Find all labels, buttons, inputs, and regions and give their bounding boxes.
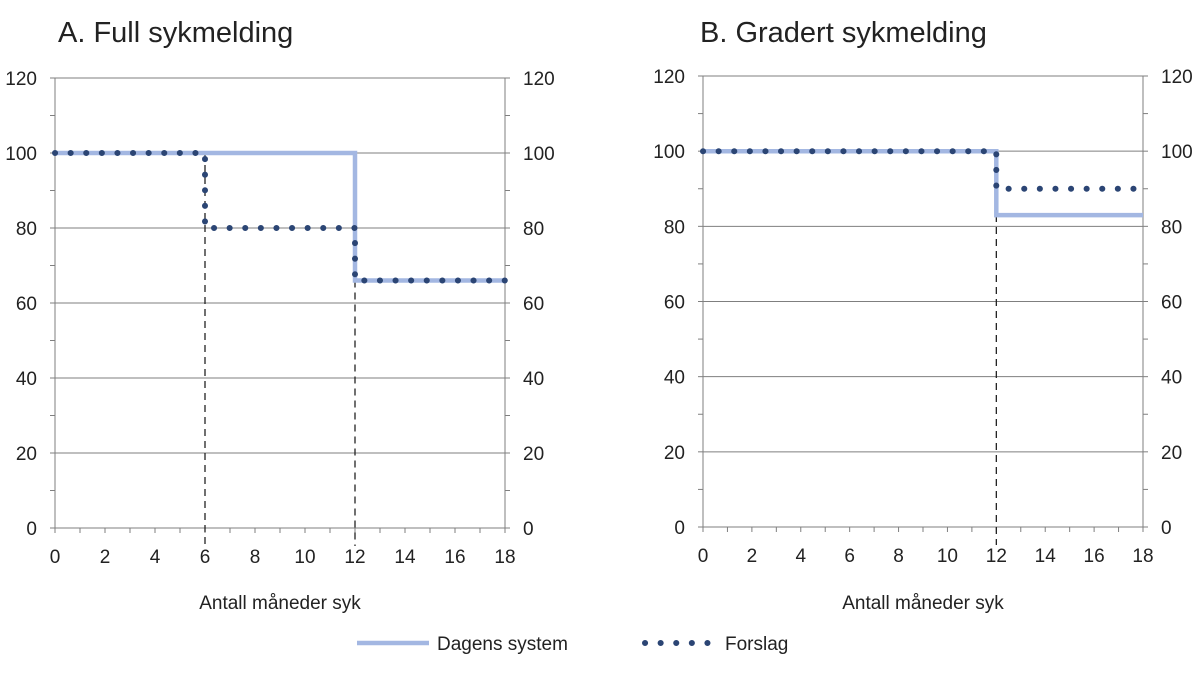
- y-tick-label-left-b-6: 120: [653, 67, 685, 88]
- y-tick-label-right-a-1: 20: [523, 444, 544, 465]
- y-tick-label-right-a-3: 60: [523, 294, 544, 315]
- y-tick-label-right-a-5: 100: [523, 144, 555, 165]
- x-tick-label-a-3: 6: [200, 547, 211, 568]
- y-tick-label-left-a-5: 100: [5, 144, 37, 165]
- chart-title-b: B. Gradert sykmelding: [700, 17, 987, 49]
- x-tick-label-a-2: 4: [150, 547, 161, 568]
- x-tick-label-b-0: 0: [698, 546, 709, 567]
- chart-title-a: A. Full sykmelding: [58, 17, 293, 49]
- x-axis-label-a: Antall måneder syk: [199, 593, 361, 614]
- x-tick-label-b-3: 6: [844, 546, 855, 567]
- y-tick-label-right-b-6: 120: [1161, 67, 1193, 88]
- x-tick-label-a-4: 8: [250, 547, 261, 568]
- y-tick-label-left-b-0: 0: [674, 518, 685, 539]
- series-line-b-forslag: [700, 148, 1146, 192]
- x-tick-label-b-9: 18: [1132, 546, 1153, 567]
- y-tick-label-left-a-4: 80: [16, 219, 37, 240]
- y-tick-label-left-a-6: 120: [5, 69, 37, 90]
- y-tick-label-right-b-3: 60: [1161, 293, 1182, 314]
- y-tick-label-left-a-1: 20: [16, 444, 37, 465]
- x-tick-label-b-4: 8: [893, 546, 904, 567]
- legend-label-forslag: Forslag: [725, 634, 788, 655]
- y-tick-label-left-a-0: 0: [26, 519, 37, 540]
- x-tick-label-b-2: 4: [795, 546, 806, 567]
- x-tick-label-a-9: 18: [494, 547, 515, 568]
- series-line-a-dagens-system: [55, 150, 505, 283]
- x-tick-label-a-5: 10: [294, 547, 315, 568]
- x-tick-label-a-7: 14: [394, 547, 416, 568]
- x-tick-label-b-7: 14: [1035, 546, 1057, 567]
- y-tick-label-right-b-4: 80: [1161, 217, 1182, 238]
- x-tick-label-b-5: 10: [937, 546, 958, 567]
- y-tick-label-right-a-6: 120: [523, 69, 555, 90]
- legend-label-dagens-system: Dagens system: [437, 634, 568, 655]
- y-tick-label-right-a-2: 40: [523, 369, 544, 390]
- y-tick-label-left-a-3: 60: [16, 294, 37, 315]
- x-tick-label-a-1: 2: [100, 547, 111, 568]
- x-tick-label-b-6: 12: [986, 546, 1007, 567]
- y-tick-label-right-b-5: 100: [1161, 142, 1193, 163]
- x-tick-label-b-8: 16: [1084, 546, 1105, 567]
- y-tick-label-left-b-3: 60: [664, 293, 685, 314]
- y-tick-label-right-a-4: 80: [523, 219, 544, 240]
- x-tick-label-b-1: 2: [747, 546, 758, 567]
- y-tick-label-right-b-0: 0: [1161, 518, 1172, 539]
- y-tick-label-left-b-5: 100: [653, 142, 685, 163]
- series-line-b-dagens-system: [703, 148, 1143, 218]
- x-axis-label-b: Antall måneder syk: [842, 593, 1004, 614]
- x-tick-label-a-8: 16: [444, 547, 465, 568]
- series-line-a-forslag: [52, 150, 508, 284]
- y-tick-label-right-a-0: 0: [523, 519, 534, 540]
- y-tick-label-left-b-1: 20: [664, 443, 685, 464]
- y-tick-label-right-b-2: 40: [1161, 368, 1182, 389]
- y-tick-label-left-b-4: 80: [664, 217, 685, 238]
- y-tick-label-left-b-2: 40: [664, 368, 685, 389]
- y-tick-label-right-b-1: 20: [1161, 443, 1182, 464]
- legend: Dagens system Forslag: [357, 634, 788, 655]
- x-tick-label-a-6: 12: [344, 547, 365, 568]
- y-tick-label-left-a-2: 40: [16, 369, 37, 390]
- x-tick-label-a-0: 0: [50, 547, 61, 568]
